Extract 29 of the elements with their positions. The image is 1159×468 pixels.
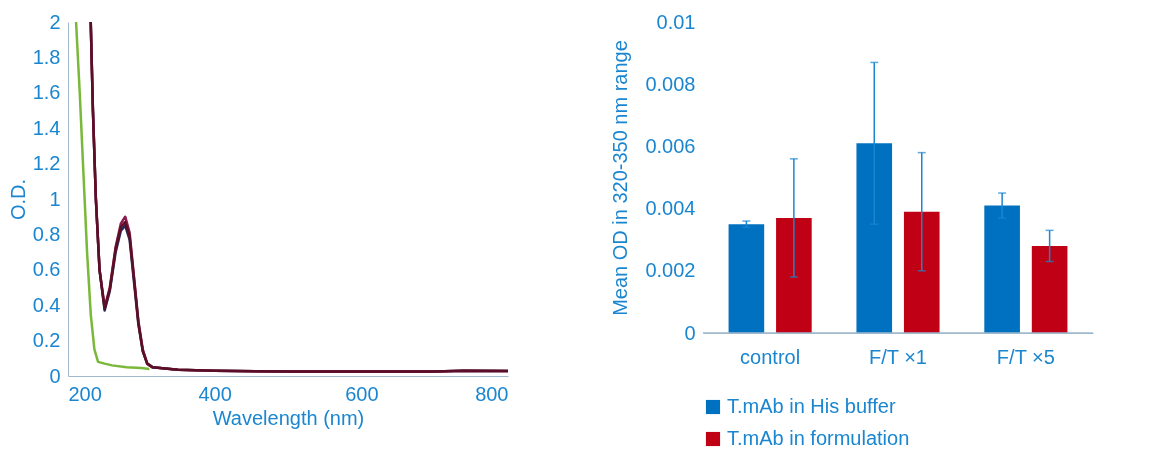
y-tick-label: 0	[684, 321, 696, 344]
y-tick-label: 0.4	[32, 293, 61, 316]
y-tick-label: 1.6	[32, 81, 61, 104]
y-tick-label: 0.01	[656, 10, 696, 33]
y-tick-label: 1.8	[32, 45, 61, 68]
y-tick-label: 2	[49, 10, 61, 33]
x-tick-label: control	[740, 345, 801, 368]
y-tick-label: 0.008	[645, 72, 696, 95]
y-tick-label: 0	[49, 364, 61, 387]
legend-label: T.mAb in His buffer	[727, 395, 896, 417]
y-tick-label: 0.006	[645, 134, 696, 157]
legend-label: T.mAb in formulation	[727, 427, 910, 449]
x-tick-label: F/T ×1	[869, 345, 927, 368]
y-tick-label: 1.4	[32, 116, 61, 139]
y-tick-label: 1	[49, 187, 61, 210]
y-tick-label: 0.6	[32, 258, 61, 281]
y-axis-title: Mean OD in 320-350 nm range	[609, 40, 632, 316]
x-tick-label: 200	[68, 382, 102, 405]
y-tick-label: 0.2	[32, 329, 61, 352]
x-tick-label: 600	[345, 382, 379, 405]
y-tick-label: 0.002	[645, 259, 696, 282]
y-tick-label: 0.8	[32, 222, 61, 245]
x-tick-label: F/T ×5	[996, 345, 1055, 368]
x-axis-title: Wavelength (nm)	[212, 406, 365, 429]
x-tick-label: 800	[475, 382, 509, 405]
x-tick-label: 400	[198, 382, 232, 405]
y-axis-title: O.D.	[6, 178, 29, 221]
y-tick-label: 1.2	[32, 152, 61, 175]
y-tick-label: 0.004	[645, 197, 696, 220]
